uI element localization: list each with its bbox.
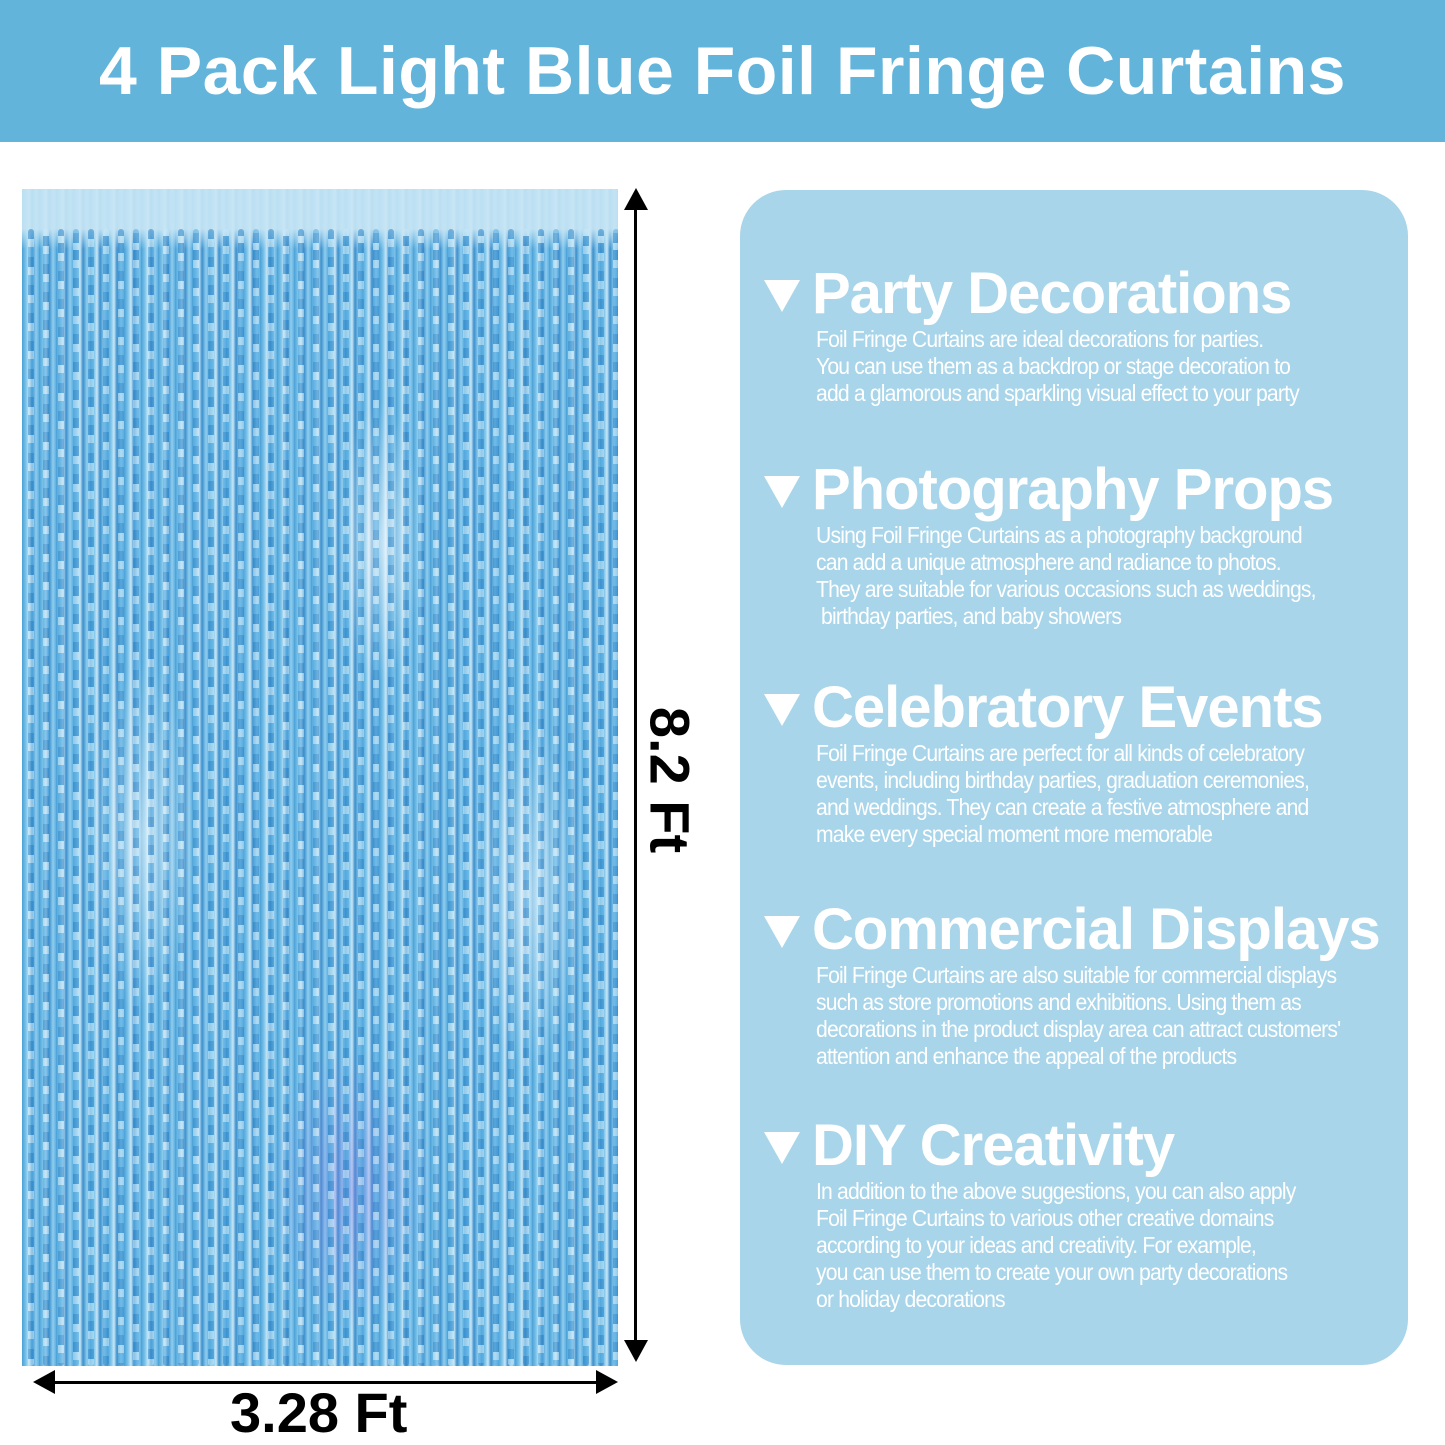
foil-strand — [613, 229, 618, 1366]
foil-strand — [523, 229, 529, 1366]
foil-strand — [298, 229, 304, 1366]
foil-strand — [373, 229, 379, 1366]
feature-section: Celebratory Events Foil Fringe Curtains a… — [764, 676, 1352, 848]
foil-strand — [88, 229, 94, 1366]
foil-strand — [58, 229, 64, 1366]
foil-strand — [118, 229, 124, 1366]
description-line: Foil Fringe Curtains are ideal decoratio… — [816, 326, 1264, 352]
foil-strand — [433, 229, 439, 1366]
feature-section: Commercial Displays Foil Fringe Curtains … — [764, 898, 1386, 1070]
foil-strand — [283, 229, 289, 1366]
foil-strand — [328, 229, 334, 1366]
foil-strand — [193, 229, 199, 1366]
features-panel: Party Decorations Foil Fringe Curtains ar… — [740, 190, 1408, 1365]
foil-strand — [493, 229, 499, 1366]
width-label: 3.28 Ft — [230, 1381, 408, 1444]
feature-heading: Photography Props — [764, 458, 1359, 522]
arrow-left-icon — [33, 1370, 55, 1394]
foil-strand — [238, 229, 244, 1366]
foil-strand — [73, 229, 79, 1366]
description-line: Foil Fringe Curtains are also suitable f… — [816, 962, 1337, 988]
feature-title: Photography Props — [812, 457, 1334, 522]
height-label: 8.2 Ft — [638, 706, 702, 854]
arrow-down-icon — [624, 1340, 648, 1362]
foil-strand — [43, 229, 49, 1366]
feature-section: Party Decorations Foil Fringe Curtains ar… — [764, 262, 1341, 407]
feature-title: Commercial Displays — [812, 897, 1381, 962]
description-line: Foil Fringe Curtains to various other cr… — [816, 1205, 1274, 1231]
height-dimension-line — [634, 196, 637, 1354]
page-title: 4 Pack Light Blue Foil Fringe Curtains — [99, 33, 1346, 109]
description-line: birthday parties, and baby showers — [816, 603, 1122, 629]
foil-strand — [418, 229, 424, 1366]
title-banner: 4 Pack Light Blue Foil Fringe Curtains — [0, 0, 1445, 142]
foil-strand — [148, 229, 154, 1366]
foil-strand — [598, 229, 604, 1366]
feature-heading: Commercial Displays — [764, 898, 1386, 962]
foil-strand — [388, 229, 394, 1366]
description-line: attention and enhance the appeal of the … — [816, 1043, 1237, 1069]
feature-section: DIY Creativity In addition to the above s… — [764, 1114, 1337, 1313]
foil-strand — [448, 229, 454, 1366]
feature-heading: Party Decorations — [764, 262, 1341, 326]
description-line: You can use them as a backdrop or stage … — [816, 353, 1291, 379]
triangle-bullet-icon — [764, 280, 800, 312]
description-line: and weddings. They can create a festive … — [816, 794, 1309, 820]
foil-strand — [463, 229, 469, 1366]
triangle-bullet-icon — [764, 1132, 800, 1164]
foil-strand — [208, 229, 214, 1366]
foil-strand — [223, 229, 229, 1366]
arrow-right-icon — [596, 1370, 618, 1394]
foil-strand — [28, 229, 34, 1366]
foil-strand — [313, 229, 319, 1366]
description-line: Foil Fringe Curtains are perfect for all… — [816, 740, 1305, 766]
description-line: events, including birthday parties, grad… — [816, 767, 1310, 793]
feature-title: DIY Creativity — [812, 1113, 1175, 1178]
foil-strand — [508, 229, 514, 1366]
description-line: or holiday decorations — [816, 1286, 1006, 1312]
foil-strand — [568, 229, 574, 1366]
width-dimension-line — [42, 1381, 608, 1384]
feature-title: Celebratory Events — [812, 675, 1324, 740]
foil-strand — [178, 229, 184, 1366]
description-line: decorations in the product display area … — [816, 1016, 1341, 1042]
foil-strand — [103, 229, 109, 1366]
foil-strand — [133, 229, 139, 1366]
feature-heading: Celebratory Events — [764, 676, 1352, 740]
description-line: add a glamorous and sparkling visual eff… — [816, 380, 1300, 406]
description-line: such as store promotions and exhibitions… — [816, 989, 1302, 1015]
description-line: according to your ideas and creativity. … — [816, 1232, 1257, 1258]
description-line: can add a unique atmosphere and radiance… — [816, 549, 1282, 575]
feature-description: Foil Fringe Curtains are perfect for all… — [816, 740, 1310, 848]
feature-description: In addition to the above suggestions, yo… — [816, 1178, 1296, 1313]
arrow-up-icon — [624, 188, 648, 210]
feature-title: Party Decorations — [812, 261, 1292, 326]
triangle-bullet-icon — [764, 476, 800, 508]
foil-strand — [358, 229, 364, 1366]
foil-strand — [268, 229, 274, 1366]
foil-strand — [538, 229, 544, 1366]
description-line: Using Foil Fringe Curtains as a photogra… — [816, 522, 1303, 548]
foil-strand — [163, 229, 169, 1366]
feature-description: Foil Fringe Curtains are ideal decoratio… — [816, 326, 1300, 407]
description-line: In addition to the above suggestions, yo… — [816, 1178, 1296, 1204]
foil-strand — [403, 229, 409, 1366]
foil-strand — [343, 229, 349, 1366]
foil-strand — [583, 229, 589, 1366]
description-line: you can use them to create your own part… — [816, 1259, 1288, 1285]
foil-strand — [478, 229, 484, 1366]
feature-description: Using Foil Fringe Curtains as a photogra… — [816, 522, 1317, 630]
feature-heading: DIY Creativity — [764, 1114, 1337, 1178]
foil-curtain-image — [22, 189, 618, 1366]
feature-section: Photography Props Using Foil Fringe Curta… — [764, 458, 1359, 630]
description-line: They are suitable for various occasions … — [816, 576, 1317, 602]
description-line: make every special moment more memorable — [816, 821, 1213, 847]
foil-strand — [253, 229, 259, 1366]
feature-description: Foil Fringe Curtains are also suitable f… — [816, 962, 1341, 1070]
foil-strand — [553, 229, 559, 1366]
triangle-bullet-icon — [764, 694, 800, 726]
triangle-bullet-icon — [764, 916, 800, 948]
